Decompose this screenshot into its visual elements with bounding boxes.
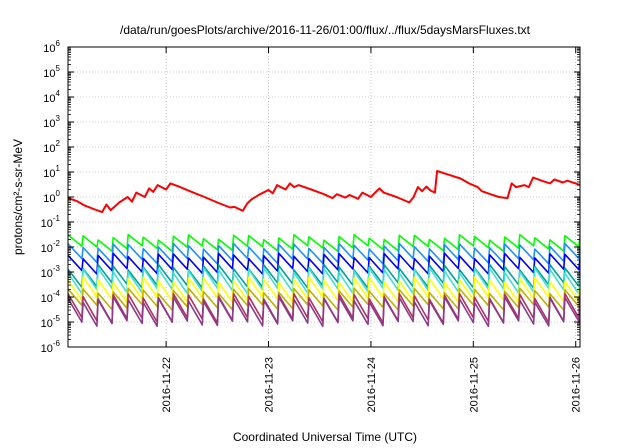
y-tick-label: 10-4 (41, 289, 61, 305)
chart-title: /data/run/goesPlots/archive/2016-11-26/0… (120, 23, 531, 37)
y-tick-label: 10-1 (41, 214, 61, 230)
y-tick-label: 10-3 (41, 264, 61, 280)
y-tick-label: 10-5 (41, 314, 61, 330)
x-axis-label: Coordinated Universal Time (UTC) (233, 430, 417, 444)
y-tick-label: 102 (43, 139, 60, 155)
x-tick-label: 2016-11-23 (264, 357, 276, 412)
series-line-9 (68, 296, 580, 328)
series-line-1 (68, 233, 580, 253)
x-tick-label: 2016-11-25 (468, 357, 480, 412)
y-tick-label: 105 (43, 64, 60, 80)
y-tick-label: 101 (43, 164, 60, 180)
x-tick-label: 2016-11-24 (366, 357, 378, 412)
series-line-6 (68, 276, 580, 304)
y-axis-ticks: 10-6 10-5 10-4 10-3 10-2 10-1 100 101 102 103 104 1… (41, 39, 580, 355)
y-axis-label: protons/cm²-s-sr-MeV (11, 139, 25, 255)
x-tick-label: 2016-11-26 (571, 357, 583, 412)
y-tick-label: 10-6 (41, 339, 61, 355)
y-tick-label: 103 (43, 114, 60, 130)
y-tick-label: 104 (43, 89, 60, 105)
x-tick-label: 2016-11-22 (161, 357, 173, 412)
x-axis-ticks: 2016-11-22 2016-11-23 2016-11-24 2016-11-25… (161, 47, 583, 412)
y-tick-label: 100 (43, 189, 60, 205)
y-tick-label: 10-2 (41, 239, 61, 255)
y-tick-label: 106 (43, 39, 60, 55)
series-line-0 (68, 170, 580, 214)
series-layer (68, 170, 580, 328)
